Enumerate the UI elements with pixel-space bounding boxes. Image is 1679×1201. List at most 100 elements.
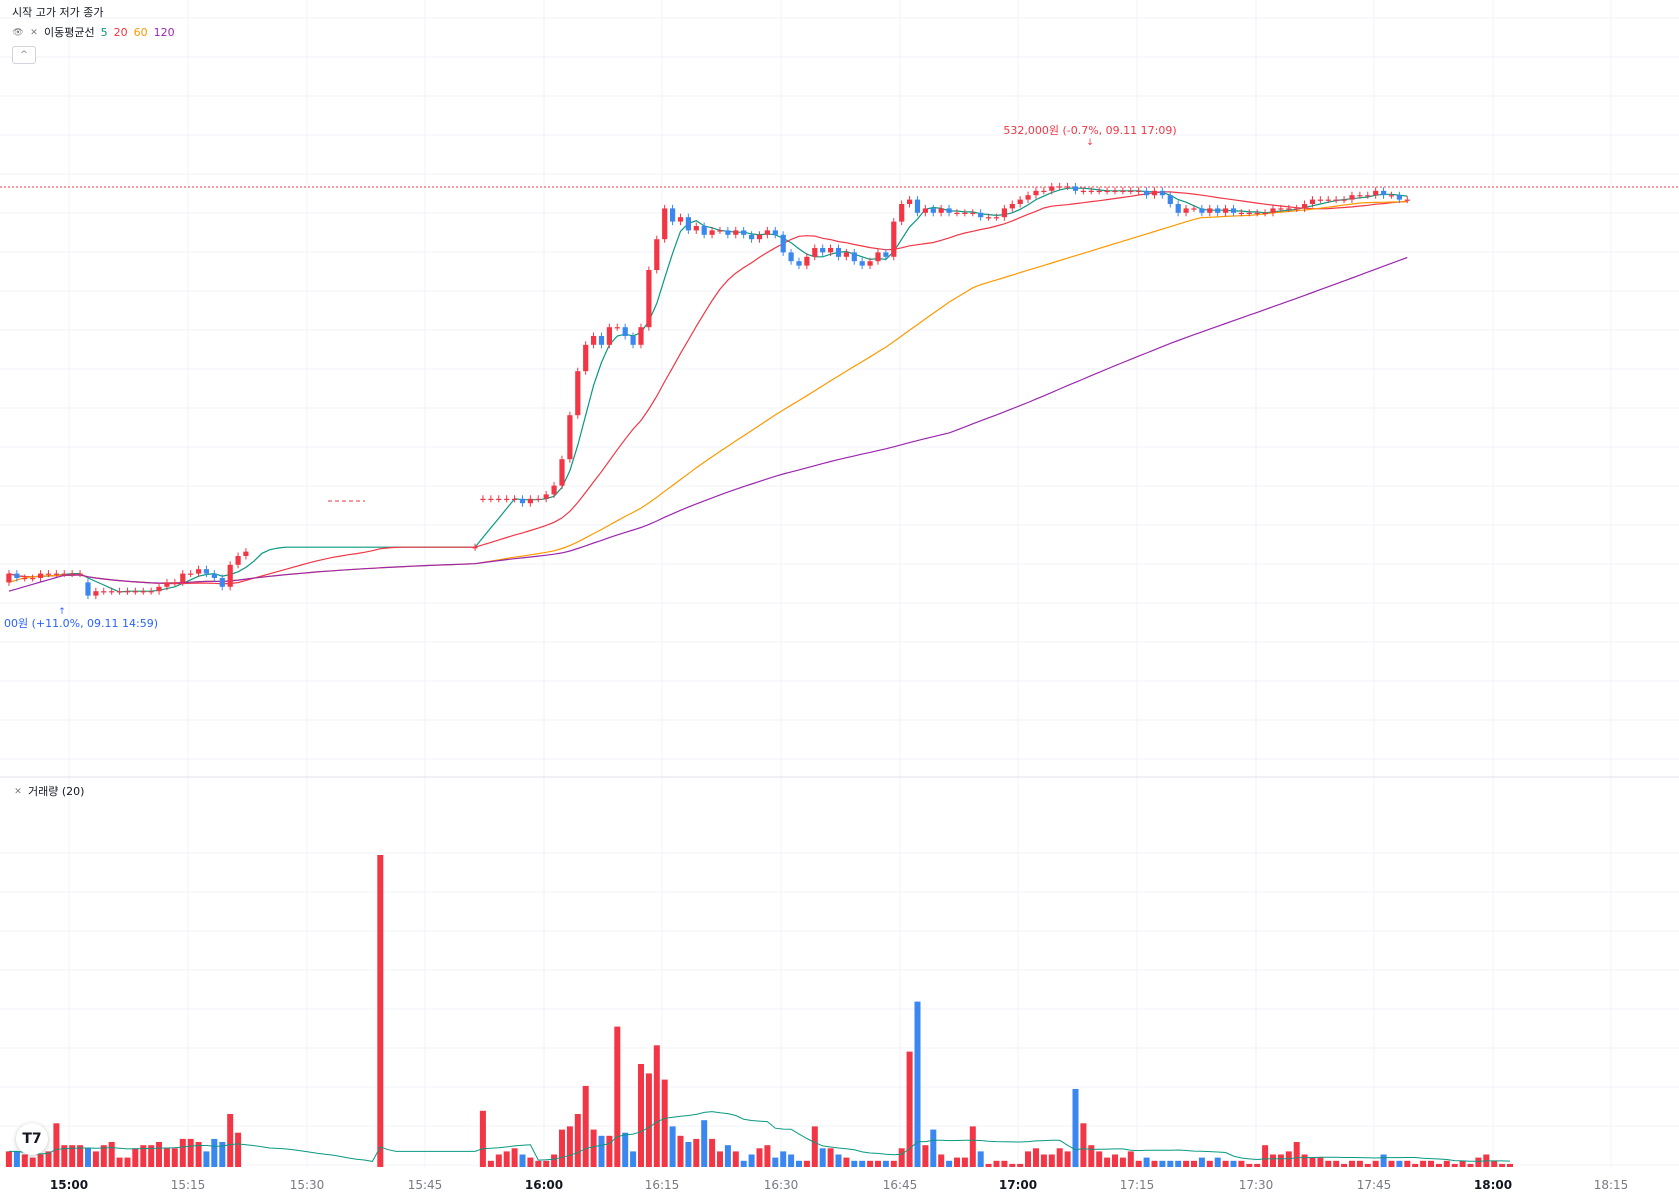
ma-line-20	[8, 191, 1408, 585]
volume-bar	[1404, 1160, 1411, 1167]
candle-body	[488, 498, 494, 500]
candle-body	[867, 261, 873, 266]
volume-bar	[1214, 1157, 1221, 1167]
candle-body	[662, 208, 668, 240]
candle-body	[970, 212, 976, 214]
candle-body	[1317, 199, 1323, 201]
volume-bar	[195, 1142, 202, 1167]
volume-bar	[1017, 1163, 1024, 1167]
candle-body	[1215, 208, 1221, 213]
candle-body	[22, 578, 28, 580]
candle-body	[1025, 195, 1031, 200]
candle-body	[93, 591, 99, 596]
candle-body	[1191, 208, 1197, 210]
candle-body	[1286, 208, 1292, 210]
high-price-annotation: 532,000원 (-0.7%, 09.11 17:09)	[1003, 124, 1176, 137]
volume-bar	[977, 1151, 984, 1167]
ohlc-legend: 시작 고가 저가 종가	[12, 6, 104, 19]
close-icon[interactable]: ✕	[14, 787, 22, 797]
candle-body	[1309, 199, 1316, 204]
volume-bar	[511, 1148, 518, 1167]
volume-bar	[867, 1160, 874, 1167]
volume-bar	[1056, 1148, 1063, 1167]
close-icon[interactable]: ✕	[30, 28, 38, 38]
candle-body	[851, 252, 857, 262]
candle-body	[1001, 208, 1007, 218]
time-axis-label: 15:15	[171, 1178, 206, 1192]
ma-period-120: 120	[153, 26, 175, 39]
tradingview-logo[interactable]: T7	[16, 1123, 48, 1155]
candle-body	[575, 371, 581, 416]
candle-body	[1167, 195, 1173, 204]
volume-bar	[930, 1129, 937, 1167]
ma-period-5: 5	[100, 26, 108, 39]
volume-bar	[669, 1126, 676, 1167]
volume-bar	[590, 1129, 597, 1167]
volume-bar	[1072, 1089, 1079, 1167]
candle-body	[741, 230, 747, 235]
candle-body	[124, 591, 131, 593]
candle-body	[962, 212, 968, 214]
candle-body	[1144, 190, 1150, 196]
volume-bar	[108, 1142, 115, 1167]
volume-bar	[1183, 1160, 1190, 1167]
candle-body	[614, 327, 620, 329]
volume-bar	[1388, 1160, 1395, 1167]
candle-body	[1159, 190, 1165, 196]
volume-bar	[1341, 1163, 1348, 1167]
volume-bar	[69, 1145, 76, 1167]
volume-bar	[1317, 1157, 1324, 1167]
volume-bar	[748, 1154, 755, 1167]
volume-bar	[1009, 1163, 1016, 1167]
candle-body	[914, 199, 921, 213]
candle-body	[820, 248, 826, 253]
volume-bar	[1064, 1151, 1071, 1167]
volume-bar	[875, 1160, 881, 1167]
candle-body	[559, 459, 565, 486]
candle-body	[227, 564, 233, 587]
volume-bar	[29, 1157, 36, 1167]
volume-bar	[21, 1154, 28, 1167]
time-axis[interactable]: 15:00 15:15 15:30 15:45 16:00 16:15 16:30 16:45…	[50, 1178, 1628, 1192]
candle-body	[1373, 190, 1379, 196]
candle-body	[1049, 186, 1055, 191]
candle-body	[756, 234, 763, 240]
volume-bar	[1222, 1160, 1229, 1167]
candle-body	[1065, 186, 1071, 188]
time-axis-label: 16:45	[883, 1178, 918, 1192]
volume-bar	[1356, 1160, 1363, 1167]
volume-series	[5, 855, 1513, 1167]
volume-bar	[1238, 1160, 1245, 1167]
volume-bar	[1277, 1154, 1284, 1167]
candle-body	[583, 344, 589, 372]
candle-body	[61, 573, 67, 575]
volume-bar	[938, 1154, 945, 1167]
candle-body	[1404, 199, 1410, 201]
volume-bar	[13, 1151, 20, 1167]
moving-average-lines	[8, 187, 1408, 593]
candle-body	[1072, 186, 1079, 191]
volume-bar	[1135, 1160, 1142, 1167]
volume-bar	[1080, 1123, 1087, 1167]
volume-bar	[614, 1026, 621, 1167]
candle-body	[978, 212, 984, 218]
volume-bar	[566, 1126, 573, 1167]
candlestick-series	[6, 182, 1410, 600]
volume-bar	[851, 1160, 858, 1167]
candle-body	[164, 582, 170, 587]
volume-bar	[1230, 1160, 1237, 1167]
candle-body	[180, 573, 186, 583]
volume-bar	[1333, 1160, 1340, 1167]
volume-bar	[1475, 1157, 1482, 1167]
candle-body	[1096, 190, 1102, 192]
volume-bar	[732, 1151, 739, 1167]
candle-body	[38, 573, 44, 578]
volume-bar	[1175, 1160, 1182, 1167]
volume-bar	[677, 1135, 684, 1167]
candle-body	[132, 591, 138, 593]
candle-body	[219, 578, 225, 587]
eye-hidden-icon[interactable]: 👁	[12, 28, 24, 38]
volume-bar	[1167, 1160, 1174, 1167]
collapse-legend-button[interactable]: ^	[12, 46, 36, 64]
